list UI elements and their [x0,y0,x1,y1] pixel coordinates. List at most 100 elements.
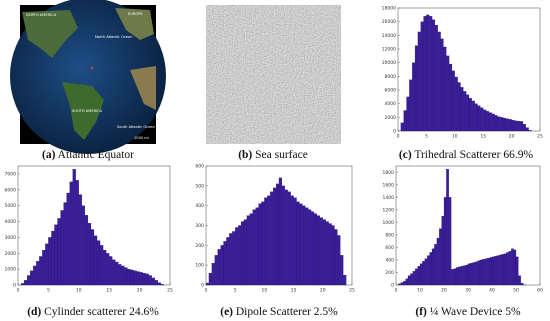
caption: (a) Atlantic Equator [42,149,134,161]
bar [520,283,524,286]
caption-label: (c) [399,149,412,161]
x-tick-label: 25 [537,134,543,140]
bar [431,248,435,286]
bar [500,117,504,132]
bar [69,181,73,286]
y-tick-label: 100 [195,263,204,269]
bar [434,244,437,286]
bar [437,31,441,132]
y-tick-label: 6000 [385,88,397,94]
x-tick-label: 20 [320,288,326,294]
bar [501,254,505,286]
bar [226,237,230,286]
bar [403,110,407,132]
bar [422,261,425,286]
x-tick-label: 5 [234,288,237,294]
bar [278,177,283,286]
bar [133,270,137,286]
y-tick-label: 200 [195,243,204,249]
bar [51,230,55,286]
bar [424,258,428,286]
bar [477,260,481,286]
bar [468,98,472,132]
bar [489,257,493,286]
bar [287,191,291,286]
bar [93,235,98,286]
bar [423,16,427,132]
bar [417,266,421,286]
bar [157,282,161,286]
bar [441,216,445,286]
bar [491,256,495,286]
caption-text: Cylinder scatterer 24.6% [44,306,159,318]
bar [33,265,37,286]
x-tick-label: 10 [262,288,268,294]
bar [337,235,341,286]
bar [232,231,236,286]
bar [400,282,404,286]
caption-text: Atlantic Equator [58,149,134,161]
bar [211,263,215,286]
bar [410,273,413,286]
y-tick-label: 1000 [5,267,17,273]
bar [23,280,28,286]
x-tick-label: 40 [489,288,495,294]
bar [482,259,485,286]
bar [487,257,490,286]
bar [264,197,268,286]
map-label: South Atlantic Ocean [117,125,155,129]
bar [443,197,447,286]
bar [127,269,131,286]
bar [305,207,309,286]
y-tick-label: 3000 [5,235,17,241]
map-label: EUROPE [128,12,143,16]
bar [429,16,433,132]
bar [412,271,416,286]
bar [460,87,464,132]
bar [229,233,233,286]
bar [494,256,497,286]
y-tick-label: 1600 [383,182,395,188]
bar [499,254,502,286]
y-tick-label: 200 [385,270,394,276]
bar [322,219,326,286]
x-tick-label: 20 [509,134,515,140]
y-tick-label: 8000 [385,74,397,80]
bar [436,237,440,286]
bar [415,268,418,286]
bar [420,21,424,132]
bar [528,130,532,132]
bar [20,283,25,286]
y-tick-label: 0 [393,129,396,135]
bar [508,251,512,286]
bar [235,227,239,286]
bar [249,213,253,286]
bar [334,229,338,286]
caption: (b) Sea surface [238,149,308,161]
caption-text: Dipole Scatterer 2.5% [236,306,338,318]
bar [511,119,515,132]
y-tick-label: 500 [195,183,204,189]
caption-label: (f) [415,306,427,318]
bar [419,263,423,286]
bar [412,62,416,132]
y-tick-label: 5000 [5,203,17,209]
bar [130,269,134,286]
bar [405,278,409,286]
bar [406,96,410,132]
bar [511,248,514,286]
bar [106,253,110,286]
bar [275,183,280,286]
x-tick-label: 20 [137,288,143,294]
bar [139,272,143,286]
y-tick-label: 7000 [5,171,17,177]
map-label: NORTH AMERICA [26,13,57,17]
bar [439,228,442,286]
bar [261,201,265,286]
y-tick-label: 0 [391,283,394,289]
bar [293,197,297,286]
bar [96,240,101,286]
y-tick-label: 10000 [382,60,396,66]
x-tick-label: 0 [395,288,398,294]
bar [434,24,438,132]
